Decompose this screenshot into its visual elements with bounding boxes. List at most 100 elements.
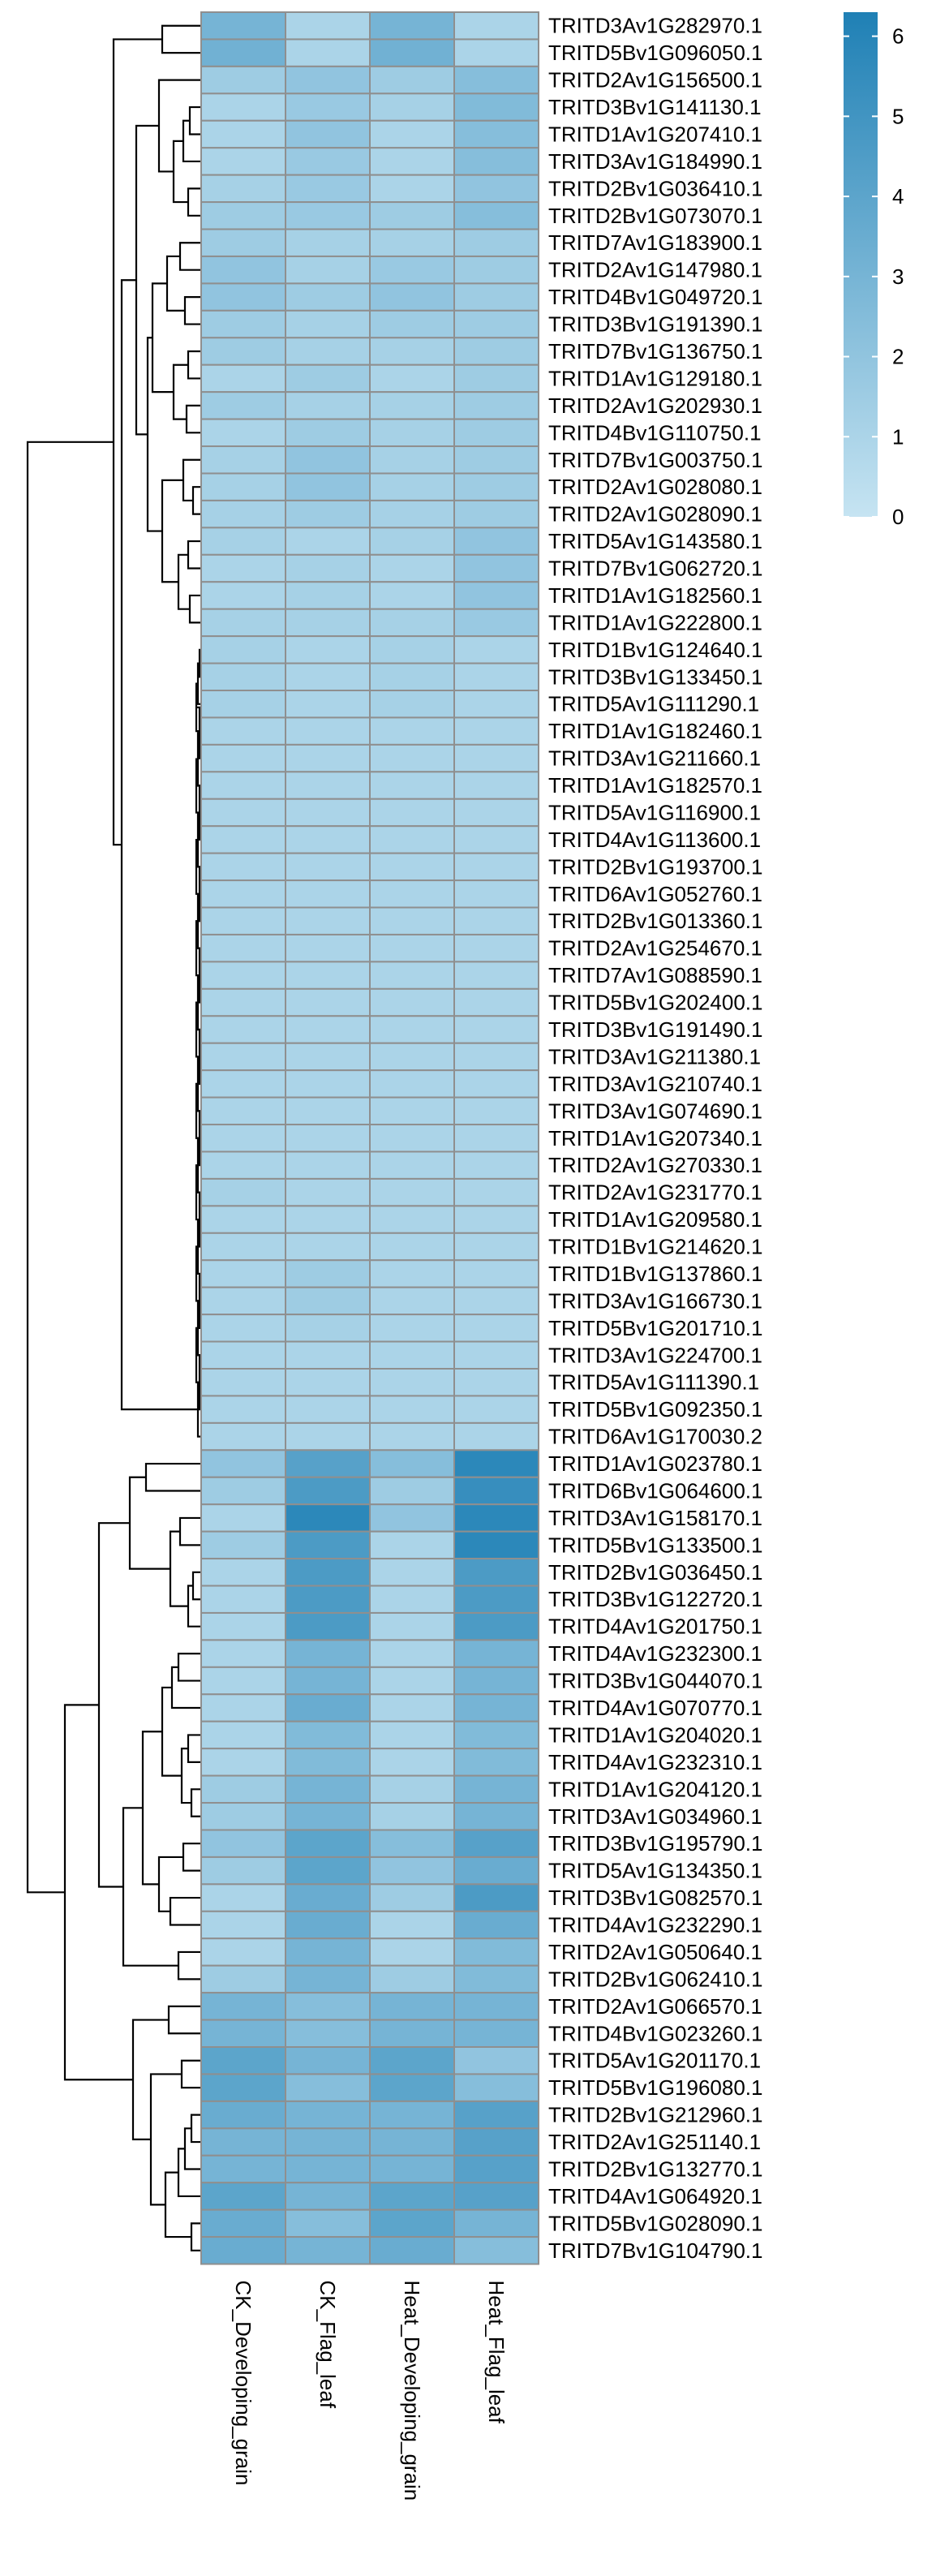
row-label: TRITD3Av1G184990.1	[548, 149, 762, 174]
row-label: TRITD4Av1G232310.1	[548, 1750, 762, 1774]
heatmap-cell	[369, 2154, 455, 2184]
heatmap-cell	[200, 1449, 286, 1478]
heatmap-cell	[200, 825, 286, 854]
heatmap-cell	[200, 690, 286, 719]
heatmap-cell	[200, 1748, 286, 1777]
heatmap-cells	[200, 11, 539, 2265]
heatmap-cell	[453, 1693, 539, 1722]
dendrogram-branch	[122, 1807, 178, 1967]
heatmap-cell	[200, 1829, 286, 1858]
column-label: CK_Developing_grain	[231, 2281, 256, 2486]
row-label: TRITD3Av1G211660.1	[548, 746, 761, 771]
heatmap-cell	[285, 635, 371, 664]
heatmap-cell	[369, 1530, 455, 1560]
heatmap-cell	[369, 1611, 455, 1641]
row-label: TRITD3Av1G211380.1	[548, 1044, 761, 1069]
heatmap-cell	[453, 391, 539, 420]
heatmap-cell	[285, 391, 371, 420]
heatmap-cell	[369, 2019, 455, 2049]
column-label: CK_Flag_leaf	[316, 2281, 340, 2409]
heatmap-cell	[369, 255, 455, 285]
heatmap-cell	[200, 2182, 286, 2211]
column-label: Heat_Developing_grain	[400, 2281, 424, 2501]
heatmap-cell	[285, 1042, 371, 1072]
legend-tick-label: 1	[892, 424, 904, 449]
heatmap-cell	[453, 337, 539, 366]
heatmap-cell	[369, 1856, 455, 1886]
heatmap-cell	[369, 1720, 455, 1750]
heatmap-cell	[453, 906, 539, 935]
heatmap-cell	[369, 1558, 455, 1587]
row-label: TRITD2Av1G270330.1	[548, 1153, 762, 1177]
heatmap-cell	[453, 147, 539, 176]
heatmap-cell	[200, 1856, 286, 1886]
heatmap-cell	[453, 1096, 539, 1126]
dendrogram-branch	[191, 1571, 201, 1601]
heatmap-cell	[453, 2046, 539, 2075]
row-label: TRITD3Av1G166730.1	[548, 1288, 762, 1313]
heatmap-cell	[453, 499, 539, 529]
heatmap-cell	[369, 499, 455, 529]
heatmap-cell	[285, 933, 371, 963]
heatmap-cell	[369, 581, 455, 610]
heatmap-cell	[369, 1205, 455, 1234]
heatmap-cell	[285, 906, 371, 935]
heatmap-cell	[200, 391, 286, 420]
heatmap-cell	[369, 1124, 455, 1153]
dendrogram-branch	[169, 1896, 201, 1926]
row-label: TRITD4Av1G232300.1	[548, 1641, 762, 1666]
heatmap-cell	[453, 2127, 539, 2157]
row-label: TRITD5Bv1G201710.1	[548, 1316, 762, 1340]
heatmap-cell	[369, 1259, 455, 1288]
heatmap-cell	[453, 1937, 539, 1967]
heatmap-cell	[200, 1124, 286, 1153]
heatmap-cell	[285, 852, 371, 882]
heatmap-cell	[369, 1368, 455, 1397]
heatmap-cell	[453, 1639, 539, 1668]
heatmap-cell	[369, 174, 455, 204]
heatmap-cell	[369, 716, 455, 746]
heatmap-cell	[453, 527, 539, 556]
heatmap-cell	[285, 1205, 371, 1234]
row-label: TRITD1Av1G222800.1	[548, 610, 762, 634]
row-label: TRITD2Av1G066570.1	[548, 1994, 762, 2019]
heatmap-cell	[285, 1748, 371, 1777]
heatmap-cell	[369, 147, 455, 176]
row-label: TRITD2Bv1G036410.1	[548, 176, 762, 200]
heatmap-cell	[285, 1937, 371, 1967]
heatmap-cell	[453, 1150, 539, 1180]
row-label: TRITD1Av1G182460.1	[548, 719, 762, 743]
heatmap-cell	[453, 1666, 539, 1696]
heatmap-cell	[453, 38, 539, 67]
dendrogram-branch	[191, 486, 201, 515]
heatmap-cell	[453, 1774, 539, 1804]
heatmap-cell	[369, 1232, 455, 1262]
heatmap-cell	[200, 1015, 286, 1044]
heatmap-cell	[200, 1558, 286, 1587]
heatmap-cell	[285, 879, 371, 909]
heatmap-cell	[285, 1124, 371, 1153]
heatmap-cell	[285, 2236, 371, 2265]
heatmap-cell	[369, 1314, 455, 1343]
heatmap-cell	[285, 2182, 371, 2211]
dendrogram-branch	[178, 1516, 201, 1546]
heatmap-cell	[453, 1856, 539, 1886]
row-label: TRITD2Bv1G193700.1	[548, 854, 762, 879]
heatmap-cell	[369, 119, 455, 149]
heatmap-cell	[200, 1802, 286, 1831]
dendrogram-branch	[177, 1950, 201, 1980]
heatmap-cell	[369, 2208, 455, 2238]
row-label: TRITD3Av1G034960.1	[548, 1804, 762, 1829]
heatmap-cell	[285, 1015, 371, 1044]
heatmap-cell	[453, 771, 539, 800]
heatmap-cell	[200, 472, 286, 501]
heatmap-cell	[369, 743, 455, 773]
heatmap-cell	[200, 2208, 286, 2238]
dendrogram-branch	[185, 404, 201, 434]
heatmap-cell	[453, 1503, 539, 1533]
heatmap-cell	[285, 1964, 371, 1994]
heatmap-cell	[453, 201, 539, 230]
heatmap-cell	[369, 2100, 455, 2130]
dendrogram-branch	[180, 2059, 201, 2089]
heatmap-cell	[453, 1259, 539, 1288]
